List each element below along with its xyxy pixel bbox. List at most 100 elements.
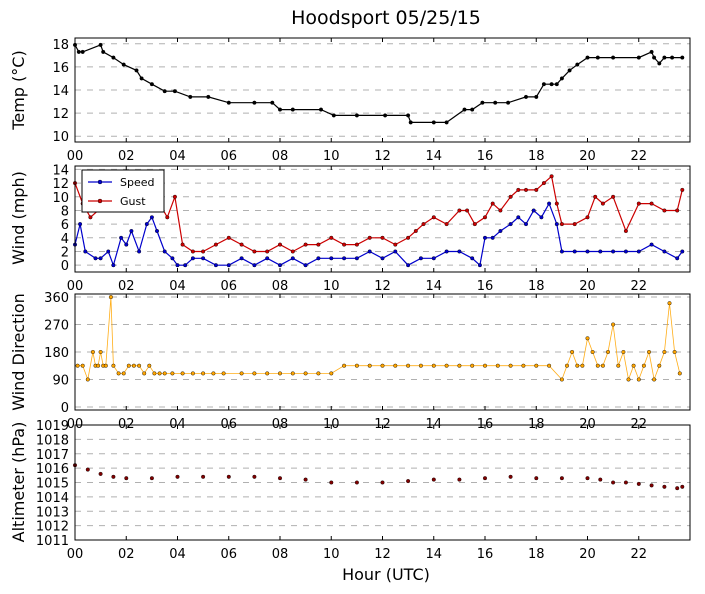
y-tick-label: 360 — [44, 291, 69, 306]
data-point — [119, 235, 124, 240]
data-point — [380, 256, 385, 261]
data-point — [76, 49, 81, 54]
x-tick-label: 12 — [374, 547, 391, 562]
x-tick-label: 06 — [220, 149, 237, 164]
data-point — [406, 479, 411, 484]
data-point — [329, 371, 334, 376]
data-point — [201, 474, 206, 479]
data-point — [149, 476, 154, 481]
data-point — [465, 208, 470, 213]
x-tick-label: 20 — [579, 149, 596, 164]
y-axis-label: Wind Direction — [9, 293, 28, 411]
data-point — [172, 89, 177, 94]
x-tick-label: 08 — [272, 547, 289, 562]
data-point — [111, 474, 116, 479]
data-point — [547, 363, 552, 368]
data-point — [457, 249, 462, 254]
legend-marker — [97, 198, 103, 204]
y-tick-label: 1011 — [36, 534, 69, 549]
data-point — [680, 484, 685, 489]
data-point — [162, 89, 167, 94]
data-point — [649, 242, 654, 247]
y-tick-label: 2 — [61, 245, 69, 260]
data-point — [111, 363, 116, 368]
data-point — [213, 242, 218, 247]
x-tick-label: 00 — [67, 149, 84, 164]
data-point — [623, 480, 628, 485]
data-point — [265, 371, 270, 376]
y-tick-label: 12 — [52, 177, 69, 192]
data-point — [549, 174, 554, 179]
data-point — [667, 301, 672, 306]
x-tick-label: 02 — [118, 149, 135, 164]
series-line — [74, 175, 683, 253]
data-point — [585, 336, 590, 341]
y-tick-label: 1017 — [36, 448, 69, 463]
data-point — [252, 371, 257, 376]
data-point — [580, 363, 585, 368]
data-point — [477, 263, 482, 268]
data-point — [290, 249, 295, 254]
data-point — [149, 82, 154, 87]
data-point — [90, 350, 95, 355]
data-point — [670, 55, 675, 60]
data-point — [457, 363, 462, 368]
legend-box — [81, 169, 165, 213]
panel-0 — [72, 37, 691, 143]
data-point — [549, 82, 554, 87]
legend-entry: Gust — [120, 195, 146, 208]
data-point — [303, 477, 308, 482]
data-point — [585, 476, 590, 481]
data-point — [354, 480, 359, 485]
data-point — [444, 120, 449, 125]
data-point — [290, 107, 295, 112]
data-point — [554, 201, 559, 206]
data-point — [680, 55, 685, 60]
data-point — [221, 371, 226, 376]
data-point — [316, 371, 321, 376]
data-point — [559, 476, 564, 481]
data-point — [239, 256, 244, 261]
data-point — [316, 242, 321, 247]
data-point — [662, 55, 667, 60]
data-point — [444, 249, 449, 254]
data-point — [252, 249, 257, 254]
data-point — [98, 350, 103, 355]
y-tick-label: 1013 — [36, 505, 69, 520]
data-point — [278, 242, 283, 247]
data-point — [680, 249, 685, 254]
data-point — [575, 363, 580, 368]
data-point — [116, 371, 121, 376]
data-point — [75, 363, 80, 368]
data-point — [303, 263, 308, 268]
data-point — [78, 222, 83, 227]
data-point — [611, 249, 616, 254]
data-point — [180, 371, 185, 376]
data-point — [190, 249, 195, 254]
y-axis-label: Altimeter (hPa) — [9, 422, 28, 543]
data-point — [162, 371, 167, 376]
data-point — [490, 235, 495, 240]
data-point — [675, 208, 680, 213]
data-point — [278, 107, 283, 112]
y-tick-label: 4 — [61, 232, 69, 247]
data-point — [393, 363, 398, 368]
data-point — [431, 477, 436, 482]
data-point — [190, 256, 195, 261]
data-point — [303, 371, 308, 376]
x-tick-label: 08 — [272, 279, 289, 294]
data-point — [570, 350, 575, 355]
data-point — [290, 371, 295, 376]
y-tick-label: 16 — [52, 61, 69, 76]
data-point — [383, 113, 388, 118]
data-point — [354, 242, 359, 247]
data-point — [677, 371, 682, 376]
data-point — [201, 371, 206, 376]
chart-title: Hoodsport 05/25/15 — [291, 7, 481, 29]
data-point — [636, 55, 641, 60]
data-point — [342, 242, 347, 247]
data-point — [406, 263, 411, 268]
data-point — [175, 474, 180, 479]
data-point — [508, 474, 513, 479]
